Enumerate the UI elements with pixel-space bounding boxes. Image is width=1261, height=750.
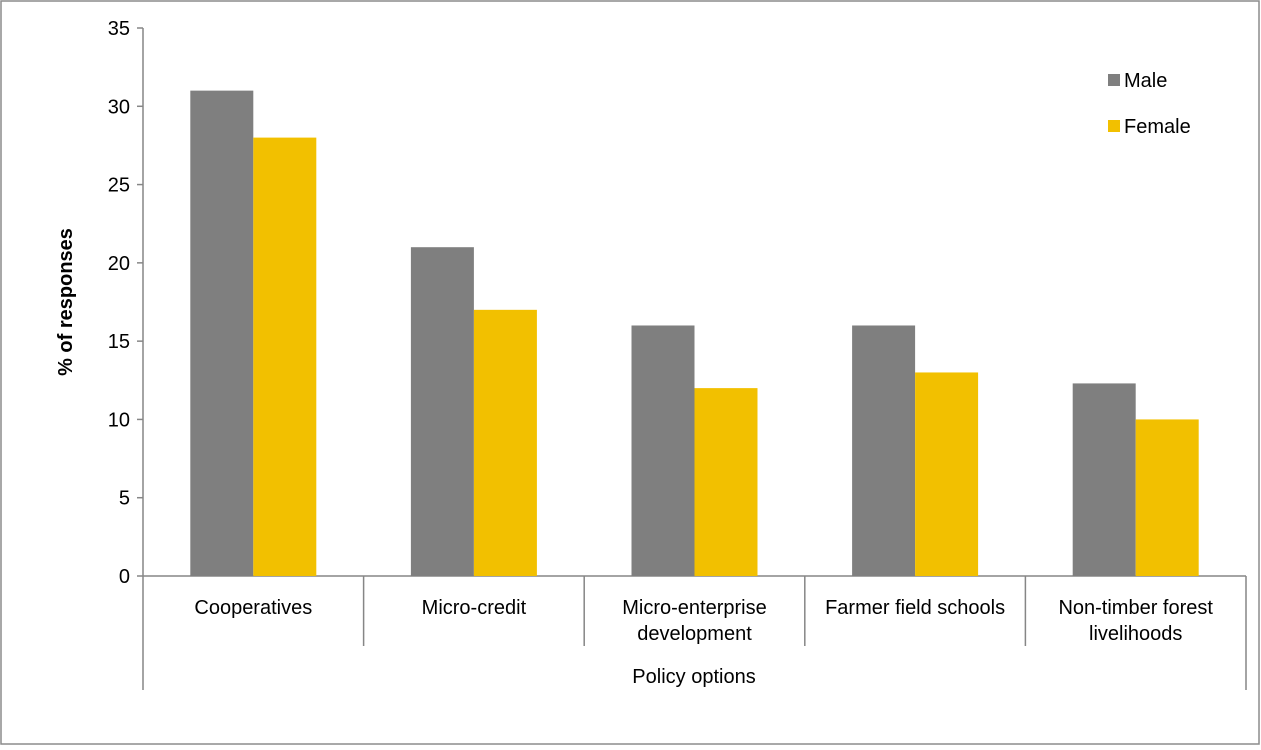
bar-male: [410, 247, 474, 576]
x-category-label: Farmer field schools: [825, 597, 1005, 619]
y-tick-label: 25: [108, 175, 130, 197]
bar-male: [852, 325, 916, 576]
bar-female: [694, 388, 758, 576]
y-tick-label: 10: [108, 409, 130, 431]
x-axis-title: Policy options: [632, 666, 755, 688]
x-category-label: livelihoods: [1089, 623, 1182, 645]
y-tick-label: 20: [108, 253, 130, 275]
axis-labels: % of responses Policy options: [55, 228, 756, 688]
legend-swatch: [1108, 120, 1120, 132]
bar-female: [1135, 419, 1199, 576]
bar-female: [915, 372, 979, 576]
y-tick-label: 35: [108, 18, 130, 40]
bars: [190, 90, 1199, 576]
legend-swatch: [1108, 74, 1120, 86]
x-category-label: Non-timber forest: [1058, 597, 1213, 619]
y-axis-title: % of responses: [55, 228, 77, 376]
bar-male: [1072, 383, 1136, 576]
bar-male: [190, 90, 254, 576]
y-tick-label: 0: [119, 566, 130, 588]
legend-label: Female: [1124, 116, 1191, 138]
legend-label: Male: [1124, 70, 1167, 92]
legend: Male Female: [1108, 70, 1191, 138]
x-category-label: Micro-credit: [422, 597, 527, 619]
y-tick-label: 5: [119, 488, 130, 510]
x-category-label: Cooperatives: [194, 597, 312, 619]
bar-female: [473, 309, 537, 576]
bar-female: [253, 137, 317, 576]
x-category-label: Micro-enterprise: [622, 597, 766, 619]
y-tick-label: 15: [108, 331, 130, 353]
y-tick-label: 30: [108, 96, 130, 118]
x-category-label: development: [637, 623, 752, 645]
bar-male: [631, 325, 695, 576]
axes: 0 5 10 15 20 25 30 35 Cooperatives Micro-credit Mi…: [108, 18, 1247, 690]
